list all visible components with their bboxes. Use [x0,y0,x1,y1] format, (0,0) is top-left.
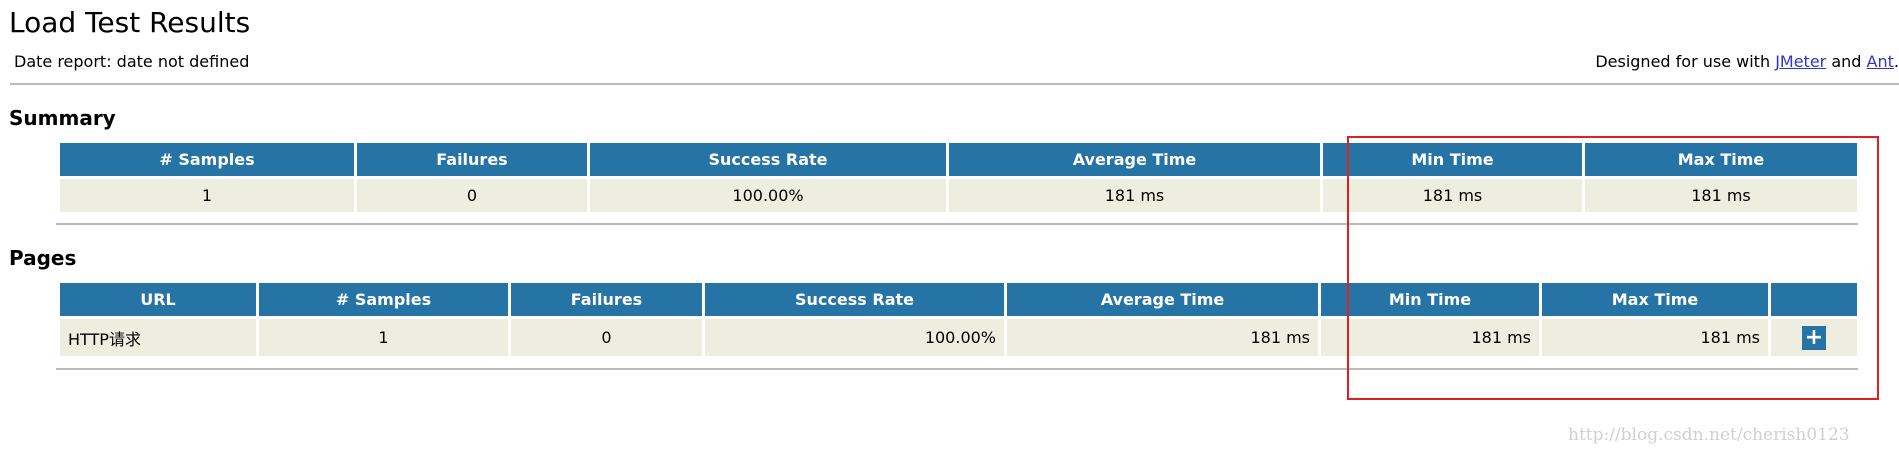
cell: 181 ms [1585,179,1857,212]
jmeter-link[interactable]: JMeter [1775,52,1827,71]
cell: 0 [357,179,587,212]
cell: HTTP请求 [60,319,256,356]
watermark: http://blog.csdn.net/cherish0123 [1568,425,1850,445]
date-report: Date report: date not defined [14,52,250,71]
cell: 1 [60,179,354,212]
column-header: Max Time [1585,143,1857,176]
column-header: Average Time [949,143,1320,176]
column-header: # Samples [60,143,354,176]
column-header: Min Time [1323,143,1582,176]
summary-title: Summary [9,106,116,130]
column-header: Average Time [1007,283,1318,316]
page-title: Load Test Results [9,6,251,39]
column-header: Success Rate [590,143,946,176]
pages-title: Pages [9,246,77,270]
pages-table: URL # Samples Failures Success Rate Average … [57,280,1860,359]
period: . [1893,52,1899,71]
cell: + [1771,319,1857,356]
cell: 181 ms [1542,319,1768,356]
cell: 181 ms [949,179,1320,212]
cell: 100.00% [590,179,946,212]
and-text: and [1831,52,1862,71]
column-header: URL [60,283,256,316]
header-row: URL # Samples Failures Success Rate Average … [60,283,1857,316]
column-header: Min Time [1321,283,1539,316]
cell: 0 [511,319,702,356]
cell: 100.00% [705,319,1004,356]
column-header: Success Rate [705,283,1004,316]
cell: 181 ms [1007,319,1318,356]
data-row: 1 0 100.00% 181 ms 181 ms 181 ms [60,179,1857,212]
divider [56,368,1858,370]
expand-button[interactable]: + [1802,325,1826,350]
column-header: Failures [511,283,702,316]
cell: 1 [259,319,508,356]
data-row: HTTP请求 1 0 100.00% 181 ms 181 ms 181 ms + [60,319,1857,356]
highlight-box [1347,136,1879,400]
cell: 181 ms [1321,319,1539,356]
cell: 181 ms [1323,179,1582,212]
column-header [1771,283,1857,316]
divider [56,223,1858,225]
column-header: Max Time [1542,283,1768,316]
summary-table: # Samples Failures Success Rate Average Tim… [57,140,1860,215]
designed-text: Designed for use with [1595,52,1771,71]
designed-for: Designed for use with JMeter and Ant. [1595,52,1899,71]
divider [10,83,1899,85]
header-row: # Samples Failures Success Rate Average Tim… [60,143,1857,176]
column-header: Failures [357,143,587,176]
column-header: # Samples [259,283,508,316]
ant-link[interactable]: Ant [1866,52,1894,71]
